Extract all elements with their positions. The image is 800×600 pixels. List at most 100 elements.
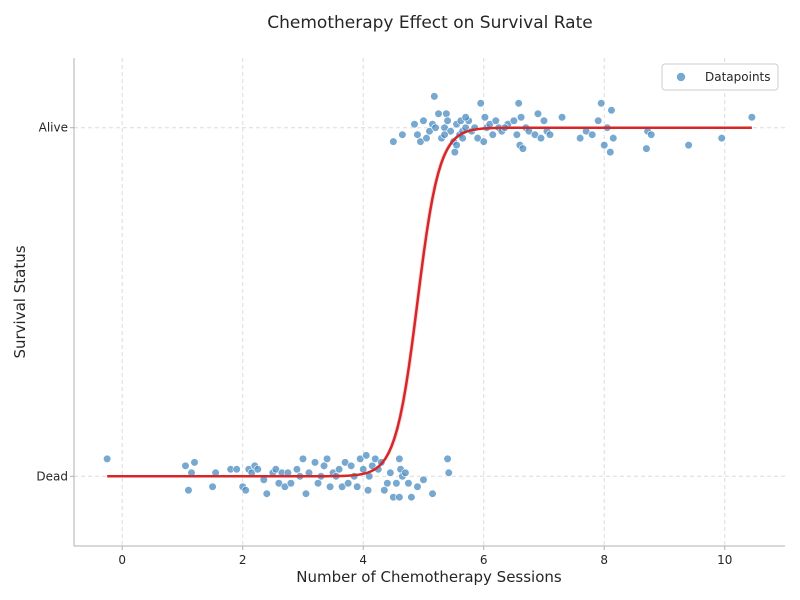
- datapoint: [461, 113, 470, 122]
- datapoint: [392, 479, 401, 488]
- x-axis-ticks: 0 2 4 6 8 10: [118, 546, 732, 567]
- datapoint: [103, 454, 112, 463]
- datapoint: [353, 482, 362, 491]
- x-tick-label: 2: [239, 553, 247, 567]
- datapoint: [325, 482, 335, 491]
- datapoint: [232, 465, 241, 474]
- datapoint: [319, 461, 329, 470]
- datapoint: [536, 134, 546, 143]
- x-tick-label: 6: [480, 553, 488, 567]
- datapoint: [509, 116, 518, 125]
- datapoints-layer: [103, 92, 756, 502]
- datapoint: [440, 130, 449, 139]
- datapoint: [473, 134, 482, 143]
- datapoint: [338, 482, 347, 491]
- datapoint: [594, 116, 603, 125]
- datapoint: [363, 486, 373, 495]
- datapoint: [181, 461, 190, 470]
- legend-label: Datapoints: [705, 70, 771, 84]
- datapoint: [539, 116, 549, 125]
- datapoint: [407, 493, 416, 502]
- logistic-fit-line: [107, 126, 752, 478]
- datapoint: [371, 454, 380, 463]
- datapoint: [576, 134, 585, 143]
- datapoint: [717, 134, 726, 143]
- datapoint: [356, 454, 365, 463]
- datapoint: [600, 141, 609, 150]
- datapoint: [280, 482, 289, 491]
- y-axis-ticks: Dead Alive: [36, 121, 74, 483]
- datapoint: [446, 127, 455, 136]
- datapoint: [416, 137, 425, 146]
- x-tick-label: 8: [600, 553, 608, 567]
- datapoint: [413, 130, 422, 139]
- datapoint: [271, 465, 280, 474]
- datapoint: [389, 137, 398, 146]
- datapoint: [362, 451, 371, 460]
- datapoint: [419, 475, 428, 484]
- datapoint: [344, 479, 353, 488]
- datapoint: [442, 109, 451, 118]
- datapoint: [606, 148, 615, 157]
- datapoint: [383, 479, 392, 488]
- datapoint: [491, 116, 500, 125]
- datapoint: [386, 468, 395, 477]
- datapoint: [313, 479, 323, 488]
- datapoint: [347, 461, 356, 470]
- datapoint: [208, 482, 217, 491]
- datapoint: [512, 130, 521, 139]
- datapoint: [286, 479, 296, 488]
- datapoint: [443, 116, 452, 125]
- datapoint: [609, 134, 618, 143]
- datapoint: [184, 486, 193, 495]
- datapoint: [425, 127, 434, 136]
- datapoint: [398, 130, 407, 139]
- datapoint: [401, 468, 410, 477]
- chart-title: Chemotherapy Effect on Survival Rate: [267, 13, 592, 33]
- datapoint: [274, 479, 283, 488]
- datapoint: [404, 479, 413, 488]
- datapoint: [557, 113, 567, 122]
- datapoint: [419, 116, 428, 125]
- datapoint: [588, 130, 597, 139]
- datapoint: [480, 113, 490, 122]
- datapoint: [298, 454, 308, 463]
- datapoint: [747, 113, 756, 122]
- datapoint: [607, 106, 616, 115]
- datapoint: [301, 489, 311, 498]
- datapoint: [434, 109, 443, 118]
- y-tick-label: Dead: [36, 469, 68, 483]
- datapoint: [422, 134, 431, 143]
- datapoint: [413, 482, 422, 491]
- datapoint: [516, 113, 526, 122]
- datapoint: [479, 137, 488, 146]
- legend-box: [661, 63, 779, 91]
- legend-marker: [676, 72, 686, 82]
- datapoint: [452, 141, 461, 150]
- datapoint: [190, 458, 199, 467]
- datapoint: [322, 454, 332, 463]
- datapoint: [514, 99, 523, 108]
- datapoint: [292, 465, 302, 474]
- x-tick-label: 0: [118, 553, 126, 567]
- datapoint: [310, 458, 320, 467]
- datapoint: [430, 92, 439, 101]
- confidence-band-layer: [107, 127, 752, 477]
- datapoint: [335, 465, 344, 474]
- datapoint: [241, 486, 250, 495]
- y-tick-label: Alive: [39, 121, 68, 135]
- datapoint: [647, 130, 656, 139]
- confidence-band: [107, 127, 752, 477]
- x-axis-label: Number of Chemotherapy Sessions: [296, 568, 562, 586]
- legend: Datapoints: [661, 63, 779, 91]
- datapoint: [530, 130, 540, 139]
- datapoint: [597, 99, 606, 108]
- x-tick-label: 4: [359, 553, 367, 567]
- datapoint: [488, 130, 497, 139]
- datapoint: [395, 493, 404, 502]
- fit-curve-layer: [107, 126, 752, 478]
- datapoint: [380, 486, 389, 495]
- datapoint: [395, 454, 404, 463]
- x-tick-label: 10: [717, 553, 732, 567]
